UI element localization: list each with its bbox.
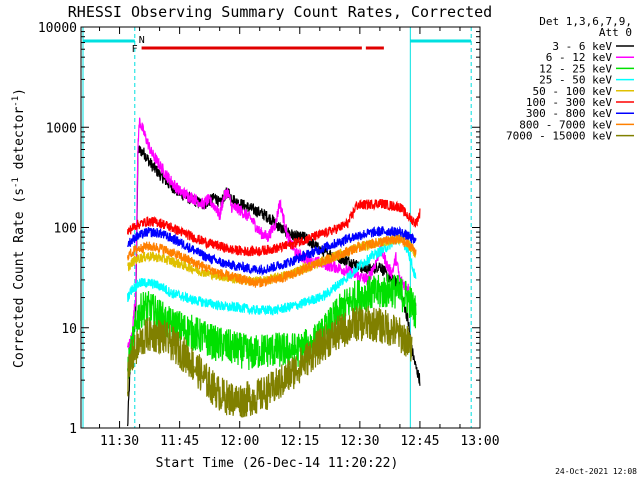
series-line-3 (127, 234, 417, 316)
x-tick-label-4: 12:30 (340, 434, 379, 449)
series-line-5 (127, 198, 421, 257)
chart-title: RHESSI Observing Summary Count Rates, Co… (68, 3, 492, 21)
flare-flag-label: F (132, 44, 138, 55)
x-tick-label-5: 12:45 (400, 434, 439, 449)
y-tick-label-1: 10 (61, 322, 77, 337)
y-axis-label-sup2: -1 (11, 96, 21, 107)
y-tick-label-3: 1000 (46, 121, 77, 136)
legend-label-2: 12 - 25 keV (539, 62, 612, 75)
legend-label-5: 100 - 300 keV (526, 96, 612, 109)
footer-timestamp: 24-Oct-2021 12:08 (555, 467, 637, 476)
y-axis-label: Corrected Count Rate (s-1 detector-1) (11, 88, 27, 368)
legend-label-6: 300 - 800 keV (526, 107, 612, 120)
series-layer (127, 117, 421, 427)
series-line-4 (127, 234, 417, 286)
x-axis-label: Start Time (26-Dec-14 11:20:22) (156, 456, 399, 471)
legend-label-4: 50 - 100 keV (533, 85, 613, 98)
series-line-1 (127, 117, 417, 351)
legend-label-7: 800 - 7000 keV (519, 118, 612, 131)
x-tick-label-1: 11:45 (160, 434, 199, 449)
legend-header-line1: Det 1,3,6,7,9, (539, 15, 632, 28)
x-tick-label-6: 13:00 (460, 434, 499, 449)
night-flag-label: N (139, 35, 145, 46)
x-tick-label-2: 12:00 (220, 434, 259, 449)
series-line-6 (127, 225, 417, 277)
legend-header-line2: Att 0 (599, 26, 632, 39)
series-line-8 (127, 305, 413, 418)
y-axis-label-mid: detector (12, 107, 27, 178)
y-tick-label-0: 1 (69, 422, 77, 437)
y-tick-label-2: 100 (54, 222, 77, 237)
legend-label-8: 7000 - 15000 keV (506, 130, 612, 143)
y-axis-label-end: ) (12, 88, 27, 96)
x-tick-label-3: 12:15 (280, 434, 319, 449)
y-axis-label-sup: -1 (11, 177, 21, 188)
y-tick-label-4: 10000 (38, 21, 77, 36)
x-tick-label-0: 11:30 (100, 434, 139, 449)
legend-label-3: 25 - 50 keV (539, 74, 612, 87)
axis-layer: 11:30 11:45 12:00 12:15 12:30 12:45 13:00 1 10 10… (38, 21, 500, 449)
legend-label-1: 6 - 12 keV (546, 51, 613, 64)
series-line-7 (127, 234, 417, 288)
y-axis-label-main: Corrected Count Rate (s (12, 188, 27, 368)
legend-label-0: 3 - 6 keV (552, 40, 612, 53)
